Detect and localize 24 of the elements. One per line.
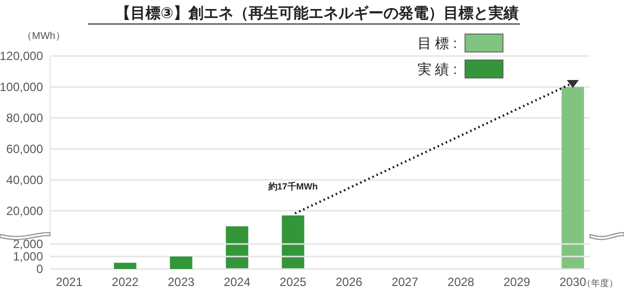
- y-tick-label: 40,000: [6, 173, 44, 188]
- legend-label: 実 績 :: [417, 60, 457, 77]
- y-tick-label: 80,000: [6, 111, 44, 126]
- x-tick-label: 2030: [559, 275, 586, 289]
- y-tick-label: 100,000: [0, 80, 44, 94]
- x-tick-label: 2027: [392, 275, 419, 289]
- annotation: 約17千MWh: [267, 181, 318, 192]
- x-tick-label: 2029: [504, 275, 531, 289]
- x-tick-label: 2028: [448, 275, 475, 289]
- x-tick-label: 2024: [224, 275, 251, 289]
- x-tick-label: 2021: [56, 275, 83, 289]
- y-tick-label: 0: [36, 262, 44, 276]
- y-tick-label: 1,000: [12, 250, 44, 264]
- x-tick-label: 2023: [168, 275, 195, 289]
- x-tick-label: 2025: [280, 275, 307, 289]
- y-tick-label: 2,000: [12, 237, 44, 252]
- y-tick-label: 20,000: [6, 204, 44, 218]
- y-tick-label: 120,000: [0, 49, 44, 64]
- y-tick-label: 60,000: [6, 142, 44, 156]
- legend-label: 目 標 :: [417, 34, 457, 51]
- chart-title: 【目標③】創エネ（再生可能エネルギーの発電）目標と実績: [116, 4, 518, 22]
- x-tick-label: 2022: [112, 275, 139, 289]
- x-tick-label: 2026: [336, 275, 363, 289]
- y-axis-title: （MWh）: [22, 31, 66, 42]
